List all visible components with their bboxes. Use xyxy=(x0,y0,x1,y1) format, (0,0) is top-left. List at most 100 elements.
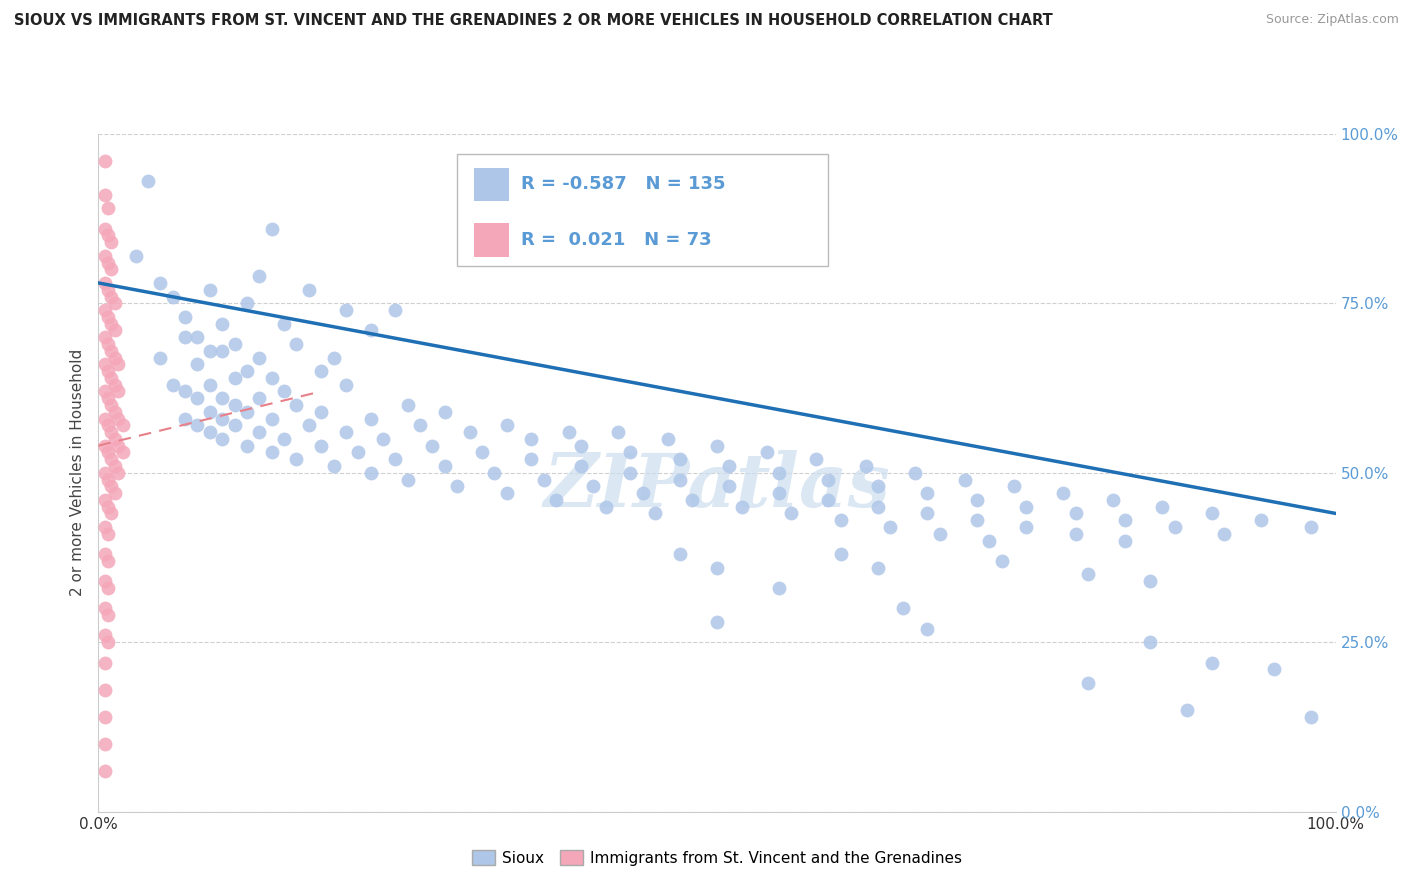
Point xyxy=(298,418,321,433)
Point xyxy=(211,432,233,446)
Point xyxy=(224,398,246,412)
Point xyxy=(830,513,852,527)
Point xyxy=(433,405,456,419)
Point xyxy=(100,507,122,521)
Point xyxy=(273,432,295,446)
Point xyxy=(103,405,125,419)
Point xyxy=(103,296,125,310)
Point xyxy=(520,452,543,467)
Point xyxy=(93,547,115,561)
Point xyxy=(100,371,122,385)
Point xyxy=(1052,486,1074,500)
Point xyxy=(224,337,246,351)
Point xyxy=(360,323,382,337)
Point xyxy=(100,452,122,467)
Point xyxy=(495,418,517,433)
Point xyxy=(569,458,592,473)
Point xyxy=(100,425,122,439)
Point xyxy=(433,458,456,473)
Point xyxy=(97,418,120,433)
Point xyxy=(990,554,1012,568)
Point xyxy=(546,492,568,507)
Point xyxy=(93,764,115,778)
Point xyxy=(260,411,283,425)
Point xyxy=(186,330,208,344)
Point xyxy=(830,547,852,561)
Point xyxy=(174,384,197,399)
Point xyxy=(107,384,129,399)
Point xyxy=(1213,526,1236,541)
Point xyxy=(422,439,444,453)
Point xyxy=(93,187,115,202)
Point xyxy=(953,473,976,487)
Point xyxy=(93,682,115,697)
Point xyxy=(484,466,506,480)
Point xyxy=(103,486,125,500)
Point xyxy=(855,458,877,473)
Point xyxy=(112,445,135,459)
Point xyxy=(100,289,122,303)
Point xyxy=(1139,574,1161,589)
Point xyxy=(1015,500,1038,514)
Point xyxy=(335,303,357,318)
Point xyxy=(162,377,184,392)
Point xyxy=(309,364,332,378)
Point xyxy=(979,533,1001,548)
Point xyxy=(260,445,283,459)
Point xyxy=(1299,710,1322,724)
Point xyxy=(198,425,221,439)
Point xyxy=(1139,635,1161,649)
Point xyxy=(93,411,115,425)
Point xyxy=(247,351,270,365)
Point xyxy=(669,452,692,467)
Point xyxy=(100,235,122,250)
Point xyxy=(1201,656,1223,670)
Point xyxy=(97,337,120,351)
Point xyxy=(1002,479,1025,493)
Point xyxy=(866,479,889,493)
Point xyxy=(309,405,332,419)
Point xyxy=(97,635,120,649)
Point xyxy=(533,473,555,487)
Point xyxy=(103,351,125,365)
Point xyxy=(817,492,839,507)
Point xyxy=(198,343,221,358)
Point xyxy=(93,574,115,589)
Point xyxy=(93,737,115,751)
Point xyxy=(1064,507,1087,521)
Point xyxy=(446,479,468,493)
Point xyxy=(107,439,129,453)
Point xyxy=(1114,533,1136,548)
Point xyxy=(149,351,172,365)
Point xyxy=(247,269,270,284)
Point xyxy=(97,283,120,297)
Point xyxy=(557,425,579,439)
Point xyxy=(93,628,115,642)
Point xyxy=(103,432,125,446)
Point xyxy=(224,371,246,385)
Point xyxy=(360,411,382,425)
Point xyxy=(322,458,344,473)
Text: R = -0.587   N = 135: R = -0.587 N = 135 xyxy=(520,176,725,194)
Point xyxy=(396,398,419,412)
Point xyxy=(100,343,122,358)
Point xyxy=(335,377,357,392)
Point xyxy=(458,425,481,439)
Point xyxy=(384,303,406,318)
Point xyxy=(97,581,120,595)
Point xyxy=(706,615,728,629)
Point xyxy=(891,601,914,615)
Point xyxy=(136,174,159,188)
Point xyxy=(112,418,135,433)
Y-axis label: 2 or more Vehicles in Household: 2 or more Vehicles in Household xyxy=(70,349,86,597)
Point xyxy=(211,317,233,331)
Point xyxy=(817,473,839,487)
Point xyxy=(644,507,666,521)
Point xyxy=(966,492,988,507)
Point xyxy=(100,262,122,277)
Point xyxy=(285,398,308,412)
Point xyxy=(100,317,122,331)
Point xyxy=(347,445,370,459)
Point xyxy=(93,221,115,235)
Point xyxy=(619,445,641,459)
